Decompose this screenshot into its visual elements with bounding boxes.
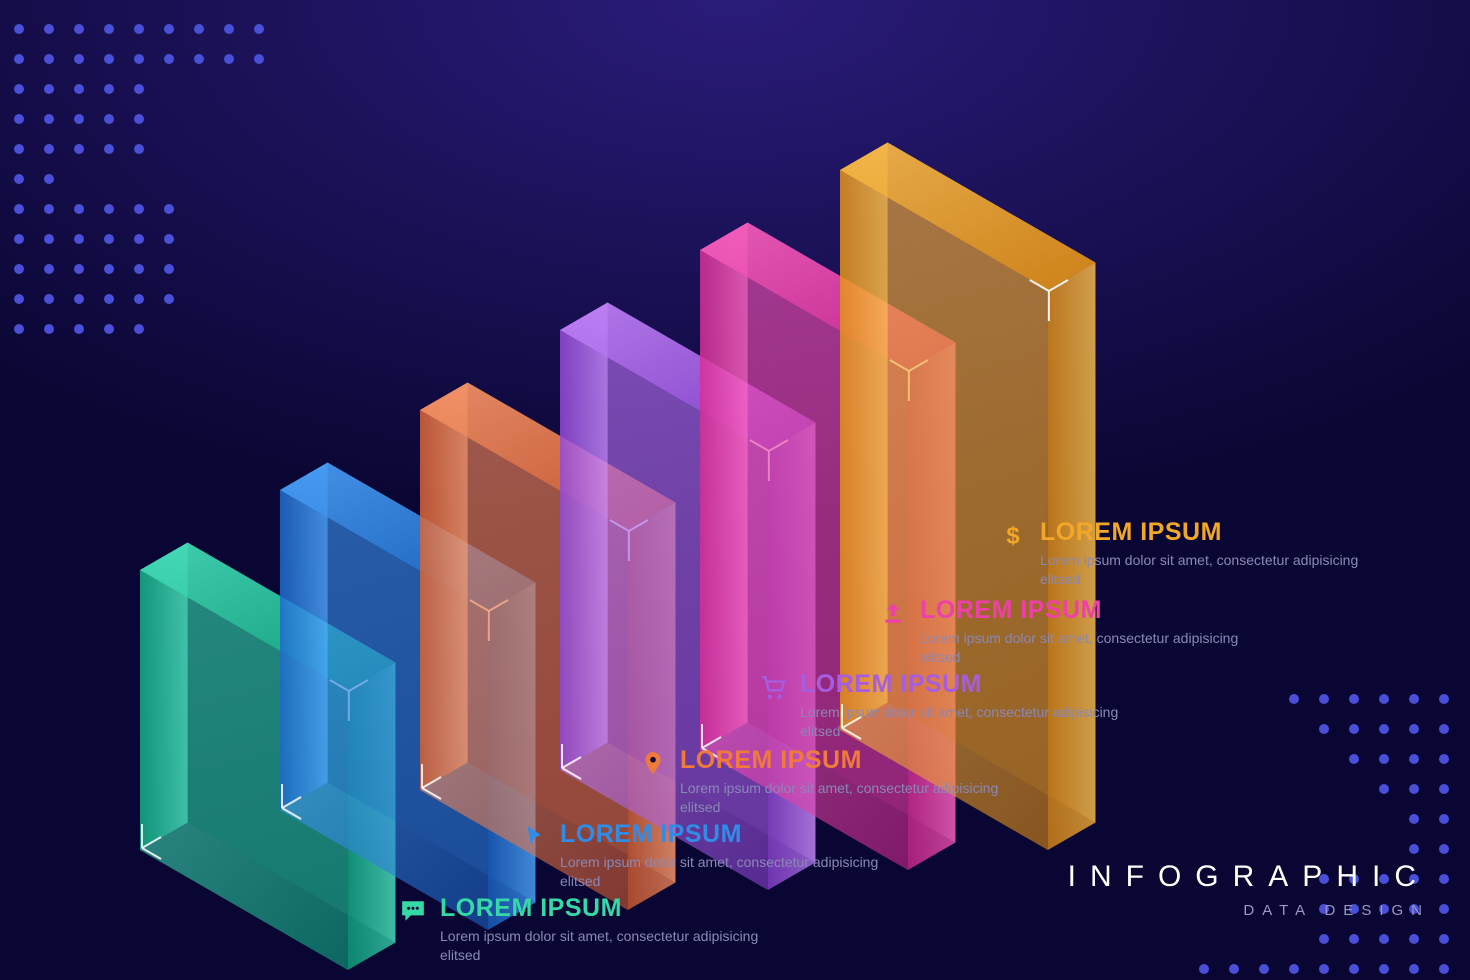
labels-layer: LOREM IPSUM Lorem ipsum dolor sit amet, … [0, 0, 1470, 980]
infographic-step-3: LOREM IPSUM Lorem ipsum dolor sit amet, … [640, 748, 1000, 817]
infographic-step-4: LOREM IPSUM Lorem ipsum dolor sit amet, … [760, 672, 1120, 741]
infographic-step-2: LOREM IPSUM Lorem ipsum dolor sit amet, … [520, 822, 880, 891]
upload-icon [880, 600, 906, 626]
step-title: LOREM IPSUM [440, 896, 760, 921]
step-desc: Lorem ipsum dolor sit amet, consectetur … [560, 853, 880, 891]
step-desc: Lorem ipsum dolor sit amet, consectetur … [1040, 551, 1360, 589]
step-title: LOREM IPSUM [920, 598, 1240, 623]
pin-icon [640, 750, 666, 776]
brand-block: INFOGRAPHIC DATA DESIGN [1068, 860, 1430, 919]
step-title: LOREM IPSUM [560, 822, 880, 847]
infographic-step-6: LOREM IPSUM Lorem ipsum dolor sit amet, … [1000, 520, 1360, 589]
step-desc: Lorem ipsum dolor sit amet, consectetur … [920, 629, 1240, 667]
step-title: LOREM IPSUM [800, 672, 1120, 697]
brand-title: INFOGRAPHIC [1068, 860, 1430, 894]
pointer-icon [520, 824, 546, 850]
step-desc: Lorem ipsum dolor sit amet, consectetur … [440, 927, 760, 965]
dollar-icon [1000, 522, 1026, 548]
step-desc: Lorem ipsum dolor sit amet, consectetur … [680, 779, 1000, 817]
step-title: LOREM IPSUM [1040, 520, 1360, 545]
infographic-step-1: LOREM IPSUM Lorem ipsum dolor sit amet, … [400, 896, 760, 965]
cart-icon [760, 674, 786, 700]
step-title: LOREM IPSUM [680, 748, 1000, 773]
brand-subtitle: DATA DESIGN [1068, 902, 1430, 919]
chat-icon [400, 898, 426, 924]
step-desc: Lorem ipsum dolor sit amet, consectetur … [800, 703, 1120, 741]
infographic-step-5: LOREM IPSUM Lorem ipsum dolor sit amet, … [880, 598, 1240, 667]
